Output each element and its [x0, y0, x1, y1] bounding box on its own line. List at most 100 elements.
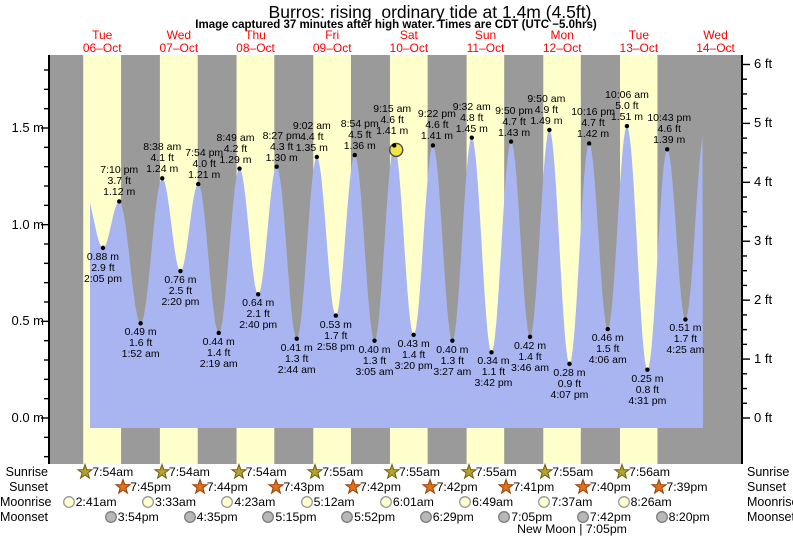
sunrise-star-icon [76, 463, 94, 480]
sunset-time: 7:40pm [589, 480, 631, 494]
tide-extreme-dot [645, 367, 650, 372]
sunset-star-icon [574, 478, 592, 495]
sunset-star-icon [421, 478, 439, 495]
moonrise-time: 2:41am [75, 494, 117, 509]
moonrise-circle-icon [538, 495, 551, 508]
sunrise-star-icon [153, 463, 171, 480]
tide-extreme-dot [274, 164, 279, 169]
sunset-row-label-left: Sunset [9, 480, 48, 494]
tide-annotation-high: 7:54 pm 4.0 ft 1.21 m [185, 147, 224, 182]
tide-extreme-dot [216, 330, 221, 336]
moonset-time: 5:15pm [275, 509, 317, 524]
tide-extreme-dot [430, 143, 436, 148]
moonrise-circle-icon [62, 495, 75, 508]
tide-extreme-dot [605, 326, 610, 332]
moonset-time: 7:42pm [589, 509, 631, 524]
moonset-circle-icon [576, 510, 589, 523]
tide-annotation-high: 9:50 pm 4.7 ft 1.43 m [495, 104, 534, 139]
tide-extreme-dot [683, 317, 688, 322]
moonset-circle-icon [183, 510, 196, 523]
chart-subtitle: Image captured 37 minutes after high wat… [195, 19, 597, 31]
tide-annotation-low: 0.64 m 2.1 ft 2:40 pm [239, 297, 278, 332]
tide-annotation-high: 9:32 am 4.8 ft 1.45 m [452, 100, 491, 135]
y-axis-label-m: 0.5 m [11, 313, 44, 329]
day-label: Wed 07–Oct [159, 28, 199, 55]
sunrise-time: 7:54am [92, 465, 134, 479]
moonset-time: 5:52pm [354, 509, 396, 524]
moonset-circle-icon [104, 510, 117, 523]
tide-annotation-low: 0.51 m 1.7 ft 4:25 am [666, 322, 705, 357]
moonrise-row-label-left: Moonrise [0, 495, 52, 509]
sunset-time: 7:42pm [359, 480, 401, 494]
tide-annotation-high: 10:43 pm 4.6 ft 1.39 m [647, 112, 692, 147]
day-label: Mon 12–Oct [542, 28, 582, 55]
tide-extreme-dot [333, 313, 339, 318]
y-axis-label-ft: 2 ft [754, 292, 773, 308]
sunset-star-icon [114, 478, 132, 495]
moonrise-circle-icon [459, 495, 472, 508]
tide-extreme-dot [138, 321, 143, 326]
tide-extreme-dot [665, 147, 670, 152]
tide-extreme-dot [489, 350, 494, 355]
day-label: Sat 10–Oct [389, 28, 429, 55]
tide-annotation-low: 0.40 m 1.3 ft 3:27 am [433, 343, 472, 378]
y-axis-label-m: 1.0 m [11, 216, 44, 232]
y-axis-label-ft: 5 ft [754, 115, 773, 131]
day-label: Tue 06–Oct [82, 28, 122, 55]
sunset-time: 7:42pm [436, 480, 478, 494]
tide-annotation-high: 9:22 pm 4.6 ft 1.41 m [417, 108, 456, 143]
sunrise-time: 7:55am [552, 465, 594, 479]
tide-extreme-dot [294, 336, 299, 341]
y-axis-label-m: 0.0 m [11, 410, 44, 425]
moonrise-time: 5:12am [313, 494, 355, 509]
tide-annotation-high: 7:10 pm 3.7 ft 1.12 m [100, 164, 139, 199]
tide-annotation-high: 8:49 am 4.2 ft 1.29 m [216, 131, 255, 166]
sunrise-time: 7:54am [168, 465, 210, 479]
moonset-time: 3:54pm [117, 509, 159, 524]
moonset-circle-icon [262, 510, 275, 523]
sunrise-time: 7:54am [245, 465, 287, 479]
tide-annotation-low: 0.28 m 0.9 ft 4:07 pm [550, 366, 589, 401]
moonset-row-label-right: Moonset [747, 510, 793, 524]
sunrise-star-icon [536, 463, 554, 480]
sunset-time: 7:39pm [666, 480, 708, 494]
sunset-time: 7:41pm [513, 480, 555, 494]
chart-title: Burros: rising ordinary tide at 1.4m (4.… [268, 2, 592, 22]
y-axis-label-ft: 6 ft [754, 56, 773, 72]
tide-extreme-dot [411, 332, 416, 338]
moonset-time: 6:29pm [432, 509, 474, 524]
moonrise-row-label-right: Moonrise [747, 495, 793, 509]
sunrise-row-label-left: Sunrise [5, 465, 48, 479]
sunset-time: 7:43pm [283, 480, 325, 494]
tide-annotation-low: 0.46 m 1.5 ft 4:06 am [588, 332, 627, 367]
tide-annotation-low: 0.40 m 1.3 ft 3:05 am [355, 343, 394, 378]
tide-extreme-dot [314, 154, 320, 160]
tide-extreme-dot [372, 338, 377, 343]
day-label: Fri 09–Oct [312, 28, 352, 55]
y-axis-label-ft: 1 ft [754, 351, 773, 367]
tide-annotation-low: 0.53 m 1.7 ft 2:58 pm [316, 318, 355, 353]
tide-extreme-dot [586, 141, 592, 146]
tide-annotation-high: 9:15 am 4.6 ft 1.41 m [373, 103, 412, 138]
tide-extreme-dot [196, 181, 201, 187]
tide-extreme-dot [624, 123, 630, 129]
day-label: Wed 14–Oct [696, 28, 735, 55]
moonset-time: 8:20pm [668, 509, 710, 524]
sunset-time: 7:45pm [130, 480, 172, 494]
tide-extreme-dot [178, 268, 183, 274]
moonrise-time: 4:23am [234, 494, 276, 509]
y-axis-label-m: 1.5 m [11, 120, 44, 135]
moonset-time: 7:05pm [511, 509, 553, 524]
moonrise-time: 6:01am [392, 494, 434, 509]
tide-annotation-low: 0.25 m 0.8 ft 4:31 pm [628, 372, 667, 407]
day-label: Sun 11–Oct [466, 28, 505, 55]
moonrise-circle-icon [221, 495, 234, 508]
tide-extreme-dot [160, 176, 165, 181]
sunset-star-icon [497, 478, 515, 495]
moonset-circle-icon [419, 510, 432, 523]
sunset-time: 7:44pm [206, 480, 248, 494]
tide-extreme-dot [237, 166, 242, 171]
moonrise-circle-icon [617, 495, 630, 508]
moonset-circle-icon [498, 510, 511, 523]
